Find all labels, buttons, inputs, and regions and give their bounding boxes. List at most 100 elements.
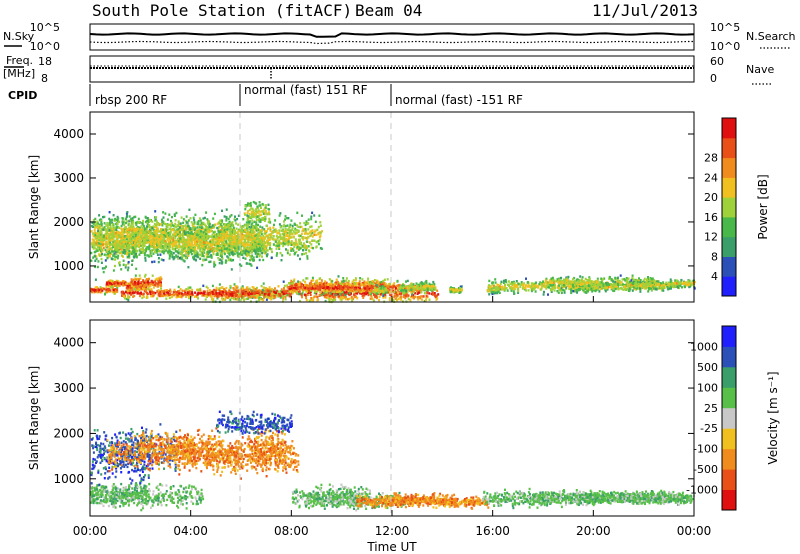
data-cell (133, 236, 136, 239)
data-cell (139, 228, 142, 231)
data-cell (233, 246, 236, 250)
data-cell (187, 288, 190, 291)
data-cell (218, 249, 221, 252)
data-cell (199, 247, 202, 250)
data-cell (251, 226, 254, 230)
data-cell (245, 225, 248, 228)
data-cell (132, 244, 135, 247)
data-cell (223, 247, 226, 251)
data-cell (251, 219, 254, 222)
data-cell (95, 239, 98, 243)
data-cell (133, 228, 136, 231)
data-cell (278, 229, 281, 232)
data-cell (186, 225, 189, 228)
data-cell (107, 248, 110, 251)
data-cell (238, 298, 241, 302)
data-cell (132, 221, 135, 224)
data-cell (236, 254, 239, 257)
data-cell (107, 252, 109, 256)
data-cell (203, 216, 206, 220)
data-cell (352, 297, 355, 301)
data-cell (425, 298, 427, 302)
data-cell (93, 228, 96, 232)
data-cell (285, 238, 288, 242)
data-cell (316, 228, 319, 231)
data-cell (237, 296, 239, 299)
data-cell (178, 292, 181, 296)
data-cell (101, 252, 103, 256)
data-cell (160, 235, 163, 238)
data-cell (183, 241, 186, 245)
data-cell (193, 251, 196, 254)
data-cell (150, 229, 153, 232)
data-cell (136, 292, 139, 295)
data-cell (195, 231, 198, 234)
data-cell (127, 262, 130, 265)
data-cell (281, 232, 284, 236)
data-cell (247, 237, 250, 241)
data-cell (211, 284, 214, 288)
data-cell (163, 228, 166, 231)
data-cell (92, 239, 95, 242)
data-cell (149, 292, 152, 296)
data-cell (393, 294, 396, 297)
data-cell (226, 236, 229, 239)
data-cell (229, 231, 232, 235)
data-cell (267, 239, 270, 243)
data-cell (177, 240, 180, 243)
data-cell (98, 241, 101, 245)
data-cell (214, 233, 217, 236)
data-cell (237, 248, 240, 251)
data-cell (232, 250, 235, 253)
data-cell (278, 214, 281, 217)
data-cell (177, 290, 179, 293)
data-cell (158, 242, 161, 245)
data-cell (219, 219, 222, 222)
data-cell (146, 222, 149, 226)
data-cell (261, 297, 263, 301)
data-cell (216, 292, 219, 296)
data-cell (255, 207, 258, 211)
data-cell (230, 228, 233, 232)
data-cell (228, 226, 231, 230)
data-cell (269, 294, 272, 297)
data-cell (225, 223, 228, 226)
data-cell (262, 258, 265, 262)
data-cell (264, 217, 267, 221)
data-cell (234, 240, 237, 244)
data-cell (152, 294, 155, 297)
data-cell (118, 251, 121, 255)
data-cell (269, 292, 272, 295)
data-cell (97, 238, 100, 241)
data-cell (288, 291, 291, 295)
data-cell (218, 261, 221, 265)
data-cell (194, 258, 197, 261)
data-cell (102, 246, 105, 250)
data-cell (238, 295, 241, 298)
data-cell (203, 236, 206, 239)
data-cell (107, 234, 110, 238)
data-cell (131, 291, 134, 295)
data-cell (183, 249, 186, 252)
data-cell (223, 251, 226, 254)
data-cell (235, 239, 238, 242)
data-cell (289, 223, 292, 226)
data-cell (224, 236, 227, 239)
data-cell (94, 226, 97, 229)
data-cell (275, 289, 278, 293)
data-cell (109, 241, 112, 244)
data-cell (308, 241, 311, 244)
data-cell (285, 233, 288, 236)
data-cell (239, 229, 242, 232)
data-cell (156, 285, 159, 288)
data-cell (156, 290, 159, 293)
data-cell (241, 227, 243, 231)
data-cell (125, 244, 128, 248)
data-cell (158, 239, 161, 242)
data-cell (235, 243, 238, 246)
data-cell (148, 230, 151, 233)
data-cell (109, 243, 111, 246)
data-cell (125, 215, 128, 219)
data-cell (229, 215, 232, 218)
data-cell (131, 233, 134, 236)
